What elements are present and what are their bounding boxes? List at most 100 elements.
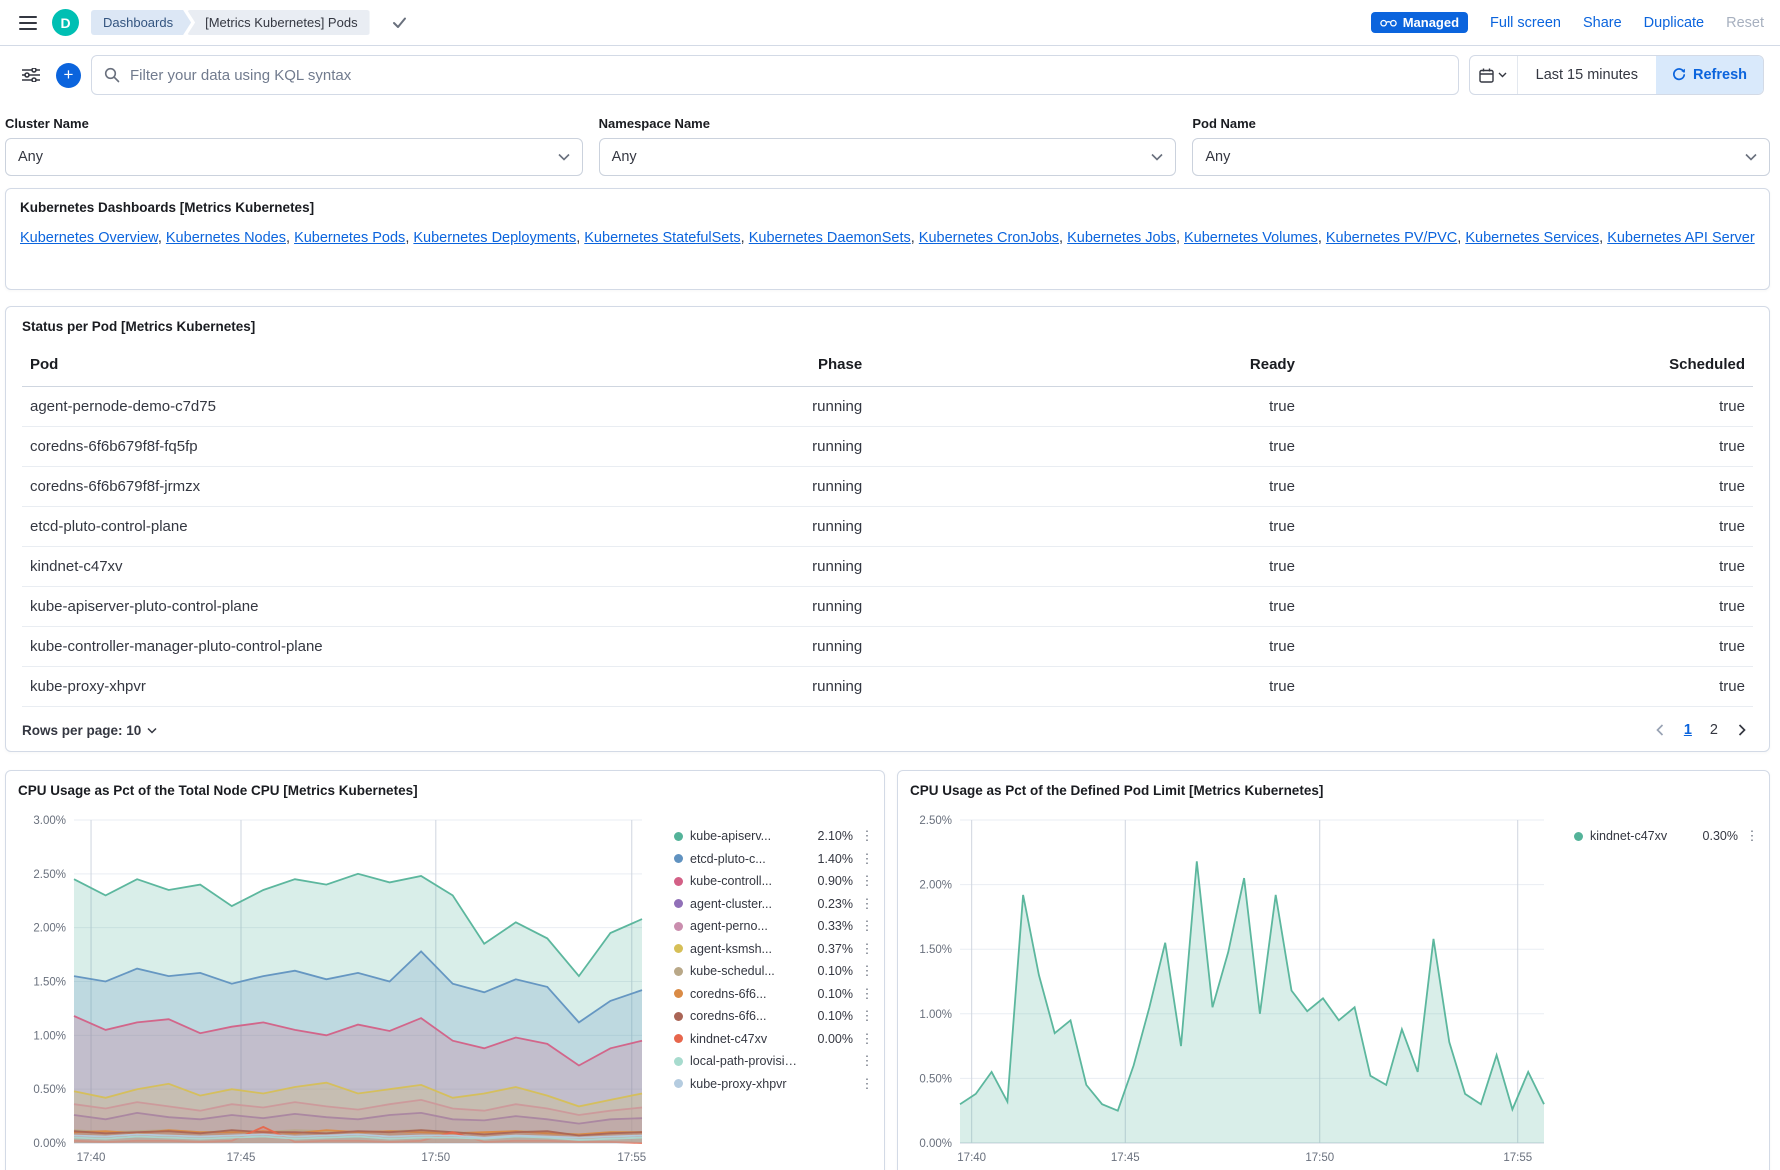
pod-name-cell: kube-controller-manager-pluto-control-pl…	[22, 626, 455, 667]
control-select[interactable]: Any	[1192, 138, 1771, 176]
legend-item[interactable]: kube-controll... 0.90% ⋮	[674, 870, 874, 893]
legend-item[interactable]: local-path-provision... ⋮	[674, 1050, 874, 1073]
dashboard-link-kubernetes-statefulsets[interactable]: Kubernetes StatefulSets	[584, 230, 741, 246]
refresh-icon	[1673, 68, 1686, 81]
managed-badge[interactable]: Managed	[1370, 12, 1469, 33]
value-cell: true	[870, 466, 1303, 507]
legend-value: 0.10%	[817, 1009, 853, 1024]
table-row: kube-proxy-xhpvr running true true	[22, 666, 1753, 707]
legend-item[interactable]: kindnet-c47xv 0.00% ⋮	[674, 1028, 874, 1051]
legend-item[interactable]: kube-proxy-xhpvr ⋮	[674, 1073, 874, 1096]
legend-value: 0.00%	[817, 1031, 853, 1046]
legend-item[interactable]: agent-ksmsh... 0.37% ⋮	[674, 938, 874, 961]
svg-text:17:55: 17:55	[1503, 1152, 1532, 1164]
share-button[interactable]: Share	[1582, 14, 1622, 31]
legend-menu-icon[interactable]: ⋮	[860, 1008, 874, 1024]
breadcrumb: Dashboards [Metrics Kubernetes] Pods	[91, 10, 370, 35]
svg-text:0.00%: 0.00%	[919, 1138, 952, 1150]
dashboard-link-kubernetes-pv-pvc[interactable]: Kubernetes PV/PVC	[1325, 230, 1458, 246]
legend-menu-icon[interactable]: ⋮	[860, 918, 874, 934]
legend-menu-icon[interactable]: ⋮	[860, 1075, 874, 1091]
menu-button[interactable]	[16, 11, 40, 35]
quick-select-date-button[interactable]	[1470, 56, 1518, 94]
legend-color-dot	[674, 966, 683, 976]
legend-menu-icon[interactable]: ⋮	[860, 873, 874, 889]
plus-icon: +	[63, 64, 74, 84]
dashboard-link-kubernetes-deployments[interactable]: Kubernetes Deployments	[413, 230, 577, 246]
legend-menu-icon[interactable]: ⋮	[860, 828, 874, 844]
legend-color-dot	[674, 1034, 683, 1044]
control-label: Cluster Name	[5, 116, 89, 131]
value-cell: true	[1302, 626, 1753, 667]
dashboard-link-kubernetes-pods[interactable]: Kubernetes Pods	[294, 230, 406, 246]
search-icon	[104, 67, 120, 83]
legend-color-dot	[674, 944, 683, 954]
svg-text:17:40: 17:40	[77, 1152, 106, 1164]
legend-right: kindnet-c47xv 0.30% ⋮	[1574, 825, 1759, 848]
legend-menu-icon[interactable]: ⋮	[860, 985, 874, 1001]
column-header-ready[interactable]: Ready	[870, 342, 1303, 387]
dashboard-link-kubernetes-cronjobs[interactable]: Kubernetes CronJobs	[918, 230, 1060, 246]
chevron-down-icon	[147, 727, 157, 734]
legend-item[interactable]: kube-schedul... 0.10% ⋮	[674, 960, 874, 983]
refresh-button-label: Refresh	[1693, 67, 1747, 83]
control-value: Any	[611, 149, 637, 165]
link-separator: ,	[157, 230, 166, 246]
status-table-header-row: Pod Phase Ready Scheduled	[22, 342, 1753, 387]
dashboard-link-kubernetes-nodes[interactable]: Kubernetes Nodes	[165, 230, 286, 246]
next-page-button[interactable]	[1731, 719, 1753, 741]
dashboard-link-kubernetes-daemonsets[interactable]: Kubernetes DaemonSets	[748, 230, 911, 246]
dashboard-link-kubernetes-volumes[interactable]: Kubernetes Volumes	[1184, 230, 1318, 246]
svg-text:0.50%: 0.50%	[33, 1084, 66, 1096]
kql-search-box[interactable]	[91, 55, 1459, 95]
project-logo[interactable]: D	[52, 9, 79, 36]
value-cell: running	[454, 546, 871, 587]
breadcrumb-dashboards[interactable]: Dashboards	[91, 10, 191, 35]
legend-menu-icon[interactable]: ⋮	[860, 1030, 874, 1046]
time-range-button[interactable]: Last 15 minutes	[1535, 67, 1638, 83]
column-header-scheduled[interactable]: Scheduled	[1302, 342, 1753, 387]
legend-item[interactable]: etcd-pluto-c... 1.40% ⋮	[674, 848, 874, 871]
dashboard-link-kubernetes-api-server[interactable]: Kubernetes API Server	[1607, 230, 1755, 246]
chevron-down-icon	[1151, 153, 1163, 161]
page-button-2[interactable]: 2	[1703, 720, 1725, 740]
status-table-body: agent-pernode-demo-c7d75 running true true c…	[22, 386, 1753, 707]
legend-item[interactable]: coredns-6f6... 0.10% ⋮	[674, 983, 874, 1006]
legend-item[interactable]: coredns-6f6... 0.10% ⋮	[674, 1005, 874, 1028]
legend-color-dot	[1574, 831, 1583, 841]
legend-item[interactable]: agent-cluster... 0.23% ⋮	[674, 893, 874, 916]
refresh-button[interactable]: Refresh	[1656, 56, 1763, 94]
legend-menu-icon[interactable]: ⋮	[860, 963, 874, 979]
control-select[interactable]: Any	[598, 138, 1177, 176]
breadcrumb-current-dashboard[interactable]: [Metrics Kubernetes] Pods	[187, 10, 370, 35]
column-header-pod[interactable]: Pod	[22, 342, 455, 387]
legend-item[interactable]: kube-apiserv... 2.10% ⋮	[674, 825, 874, 848]
legend-menu-icon[interactable]: ⋮	[860, 850, 874, 866]
value-cell: true	[870, 626, 1303, 667]
legend-menu-icon[interactable]: ⋮	[860, 895, 874, 911]
table-row: agent-pernode-demo-c7d75 running true true	[22, 386, 1753, 427]
dashboard-link-kubernetes-overview[interactable]: Kubernetes Overview	[20, 230, 158, 246]
rows-per-page-button[interactable]: Rows per page: 10	[22, 723, 157, 738]
column-header-phase[interactable]: Phase	[454, 342, 871, 387]
pod-name-cell: agent-pernode-demo-c7d75	[22, 386, 455, 427]
legend-item[interactable]: agent-perno... 0.33% ⋮	[674, 915, 874, 938]
add-filter-button[interactable]: +	[56, 62, 81, 88]
previous-page-button[interactable]	[1649, 719, 1671, 741]
legend-menu-icon[interactable]: ⋮	[860, 940, 874, 956]
legend-value: 0.90%	[817, 874, 853, 889]
filters-button[interactable]	[16, 56, 46, 94]
dashboard-link-kubernetes-services[interactable]: Kubernetes Services	[1465, 230, 1600, 246]
legend-color-dot	[674, 899, 683, 909]
legend-menu-icon[interactable]: ⋮	[860, 1053, 874, 1069]
legend-menu-icon[interactable]: ⋮	[1745, 828, 1759, 844]
kql-search-input[interactable]	[130, 66, 1446, 84]
duplicate-button[interactable]: Duplicate	[1643, 14, 1705, 31]
saved-check-icon[interactable]	[392, 16, 407, 29]
legend-item[interactable]: kindnet-c47xv 0.30% ⋮	[1574, 825, 1759, 848]
dashboard-link-kubernetes-jobs[interactable]: Kubernetes Jobs	[1067, 230, 1176, 246]
page-button-1[interactable]: 1	[1677, 720, 1699, 740]
full-screen-button[interactable]: Full screen	[1490, 14, 1561, 31]
control-select[interactable]: Any	[5, 138, 583, 176]
